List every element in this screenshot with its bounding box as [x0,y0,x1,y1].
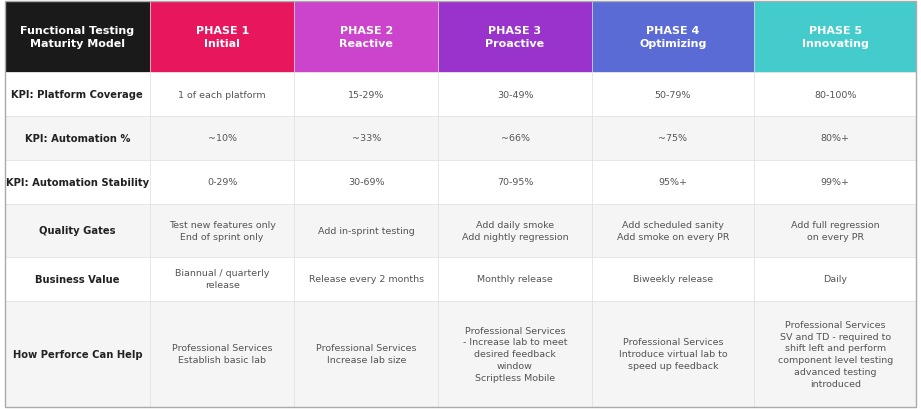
Text: 99%+: 99%+ [821,178,850,187]
Bar [591,2,754,73]
Bar [438,2,591,73]
Bar [294,204,438,257]
Bar [438,160,591,204]
Text: 50-79%: 50-79% [655,90,691,99]
Bar [294,257,438,301]
Text: Add scheduled sanity
Add smoke on every PR: Add scheduled sanity Add smoke on every … [616,220,729,241]
Bar [591,160,754,204]
Text: 95%+: 95%+ [659,178,687,187]
Text: Professional Services
SV and TD - required to
shift left and perform
component l: Professional Services SV and TD - requir… [777,320,892,388]
Text: KPI: Automation Stability: KPI: Automation Stability [6,177,149,187]
Bar [591,73,754,117]
Bar [150,257,294,301]
Bar [294,301,438,407]
Text: ~10%: ~10% [207,134,237,143]
Bar [150,160,294,204]
Text: 0-29%: 0-29% [207,178,238,187]
Bar [438,257,591,301]
Text: Biannual / quarterly
release: Biannual / quarterly release [175,269,269,289]
Text: Monthly release: Monthly release [477,274,553,283]
Bar [150,73,294,117]
Bar [438,117,591,160]
Bar [5,73,150,117]
Text: Daily: Daily [823,274,847,283]
Bar [438,204,591,257]
Bar [591,204,754,257]
Bar [150,2,294,73]
Text: Quality Gates: Quality Gates [39,226,116,236]
Text: Add in-sprint testing: Add in-sprint testing [318,226,414,235]
Text: PHASE 5
Innovating: PHASE 5 Innovating [802,26,869,49]
Text: Professional Services
Increase lab size: Professional Services Increase lab size [316,344,416,364]
Bar [294,117,438,160]
Text: Release every 2 months: Release every 2 months [309,274,424,283]
Text: 15-29%: 15-29% [348,90,384,99]
Text: Professional Services
- Increase lab to meet
desired feedback
window
Scriptless : Professional Services - Increase lab to … [462,326,567,382]
Text: PHASE 4
Optimizing: PHASE 4 Optimizing [639,26,706,49]
Bar [5,117,150,160]
Text: KPI: Automation %: KPI: Automation % [25,134,130,144]
Text: Biweekly release: Biweekly release [633,274,713,283]
Bar [294,73,438,117]
Bar [754,301,916,407]
Bar [754,117,916,160]
Bar [438,73,591,117]
Text: 80%+: 80%+ [821,134,850,143]
Bar [5,2,150,73]
Bar [150,117,294,160]
Bar [5,160,150,204]
Bar [294,160,438,204]
Text: PHASE 3
Proactive: PHASE 3 Proactive [485,26,544,49]
Text: 30-49%: 30-49% [496,90,533,99]
Bar [754,204,916,257]
Text: How Perforce Can Help: How Perforce Can Help [13,349,142,359]
Text: PHASE 2
Reactive: PHASE 2 Reactive [339,26,393,49]
Text: ~66%: ~66% [500,134,530,143]
Bar [294,2,438,73]
Bar [591,301,754,407]
Text: Business Value: Business Value [35,274,120,284]
Bar [754,73,916,117]
Bar [438,301,591,407]
Bar [591,257,754,301]
Text: KPI: Platform Coverage: KPI: Platform Coverage [11,90,144,100]
Bar [5,257,150,301]
Text: ~75%: ~75% [659,134,687,143]
Bar [150,301,294,407]
Bar [754,257,916,301]
Text: 80-100%: 80-100% [814,90,857,99]
Text: Professional Services
Establish basic lab: Professional Services Establish basic la… [172,344,273,364]
Text: 1 of each platform: 1 of each platform [179,90,266,99]
Bar [754,160,916,204]
Bar [591,117,754,160]
Text: ~33%: ~33% [352,134,381,143]
Text: Test new features only
End of sprint only: Test new features only End of sprint onl… [169,220,275,241]
Text: Professional Services
Introduce virtual lab to
speed up feedback: Professional Services Introduce virtual … [619,337,728,370]
Text: 70-95%: 70-95% [496,178,533,187]
Text: Add full regression
on every PR: Add full regression on every PR [791,220,880,241]
Text: PHASE 1
Initial: PHASE 1 Initial [195,26,249,49]
Bar [150,204,294,257]
Text: 30-69%: 30-69% [348,178,385,187]
Bar [5,204,150,257]
Text: Functional Testing
Maturity Model: Functional Testing Maturity Model [20,26,134,49]
Text: Add daily smoke
Add nightly regression: Add daily smoke Add nightly regression [461,220,568,241]
Bar [5,301,150,407]
Bar [754,2,916,73]
